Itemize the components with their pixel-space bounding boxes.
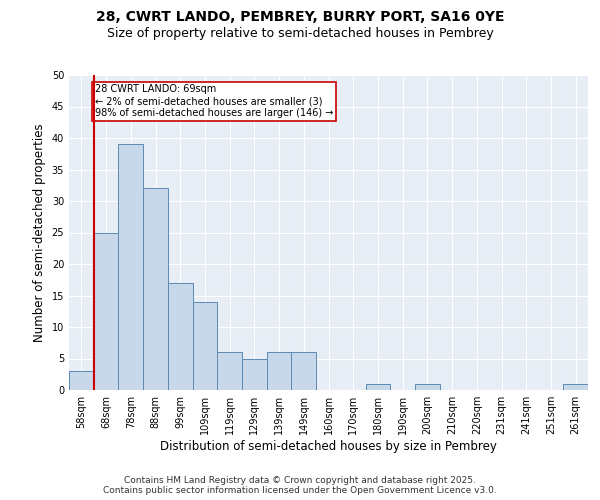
- Bar: [292, 352, 316, 390]
- Bar: [118, 144, 143, 390]
- Bar: [143, 188, 168, 390]
- Text: 28, CWRT LANDO, PEMBREY, BURRY PORT, SA16 0YE: 28, CWRT LANDO, PEMBREY, BURRY PORT, SA1…: [96, 10, 504, 24]
- Bar: [365, 384, 390, 390]
- X-axis label: Distribution of semi-detached houses by size in Pembrey: Distribution of semi-detached houses by …: [160, 440, 497, 453]
- Bar: [415, 384, 440, 390]
- Bar: [217, 352, 242, 390]
- Y-axis label: Number of semi-detached properties: Number of semi-detached properties: [33, 123, 46, 342]
- Bar: [69, 371, 94, 390]
- Text: Size of property relative to semi-detached houses in Pembrey: Size of property relative to semi-detach…: [107, 28, 493, 40]
- Bar: [563, 384, 588, 390]
- Bar: [193, 302, 217, 390]
- Bar: [168, 283, 193, 390]
- Text: 28 CWRT LANDO: 69sqm
← 2% of semi-detached houses are smaller (3)
98% of semi-de: 28 CWRT LANDO: 69sqm ← 2% of semi-detach…: [95, 84, 334, 117]
- Text: Contains HM Land Registry data © Crown copyright and database right 2025.
Contai: Contains HM Land Registry data © Crown c…: [103, 476, 497, 495]
- Bar: [242, 358, 267, 390]
- Bar: [267, 352, 292, 390]
- Bar: [94, 232, 118, 390]
